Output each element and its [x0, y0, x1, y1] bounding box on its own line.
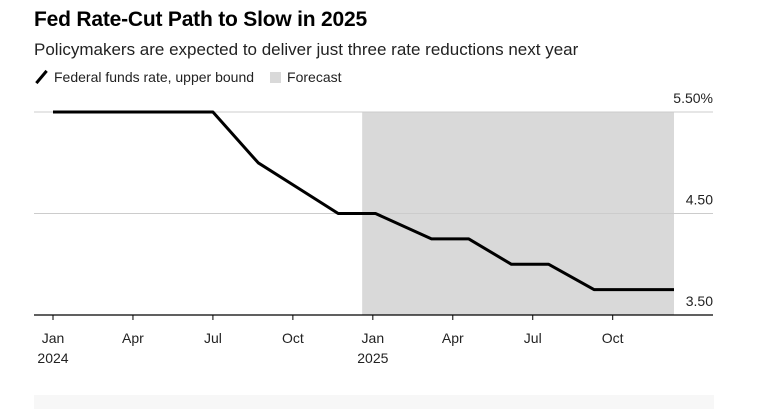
x-tick-label: Jan: [42, 330, 65, 346]
x-tick-year-label: 2024: [37, 350, 68, 366]
y-tick-label: 3.50: [686, 293, 713, 309]
footer-fade: [34, 395, 714, 409]
legend-series-label: Federal funds rate, upper bound: [54, 69, 255, 85]
y-tick-label: 5.50%: [673, 90, 713, 106]
x-tick-label: Jul: [204, 330, 222, 346]
x-tick-label: Oct: [282, 330, 304, 346]
chart-subtitle: Policymakers are expected to deliver jus…: [34, 40, 579, 59]
legend-item-forecast: Forecast: [270, 69, 342, 85]
forecast-swatch-icon: [270, 71, 282, 83]
legend-forecast-label: Forecast: [287, 69, 342, 85]
x-tick-label: Jul: [524, 330, 542, 346]
y-tick-label: 4.50: [686, 192, 713, 208]
chart-title: Fed Rate-Cut Path to Slow in 2025: [34, 8, 367, 31]
legend-item-series: Federal funds rate, upper bound: [34, 69, 254, 85]
x-tick-label: Oct: [602, 330, 624, 346]
x-tick-label: Jan: [362, 330, 385, 346]
x-tick-year-label: 2025: [357, 350, 388, 366]
series-line-fed-funds-rate: [53, 110, 674, 292]
x-tick-label: Apr: [122, 330, 144, 346]
legend: Federal funds rate, upper bound Forecast: [34, 69, 358, 85]
x-tick-label: Apr: [442, 330, 464, 346]
